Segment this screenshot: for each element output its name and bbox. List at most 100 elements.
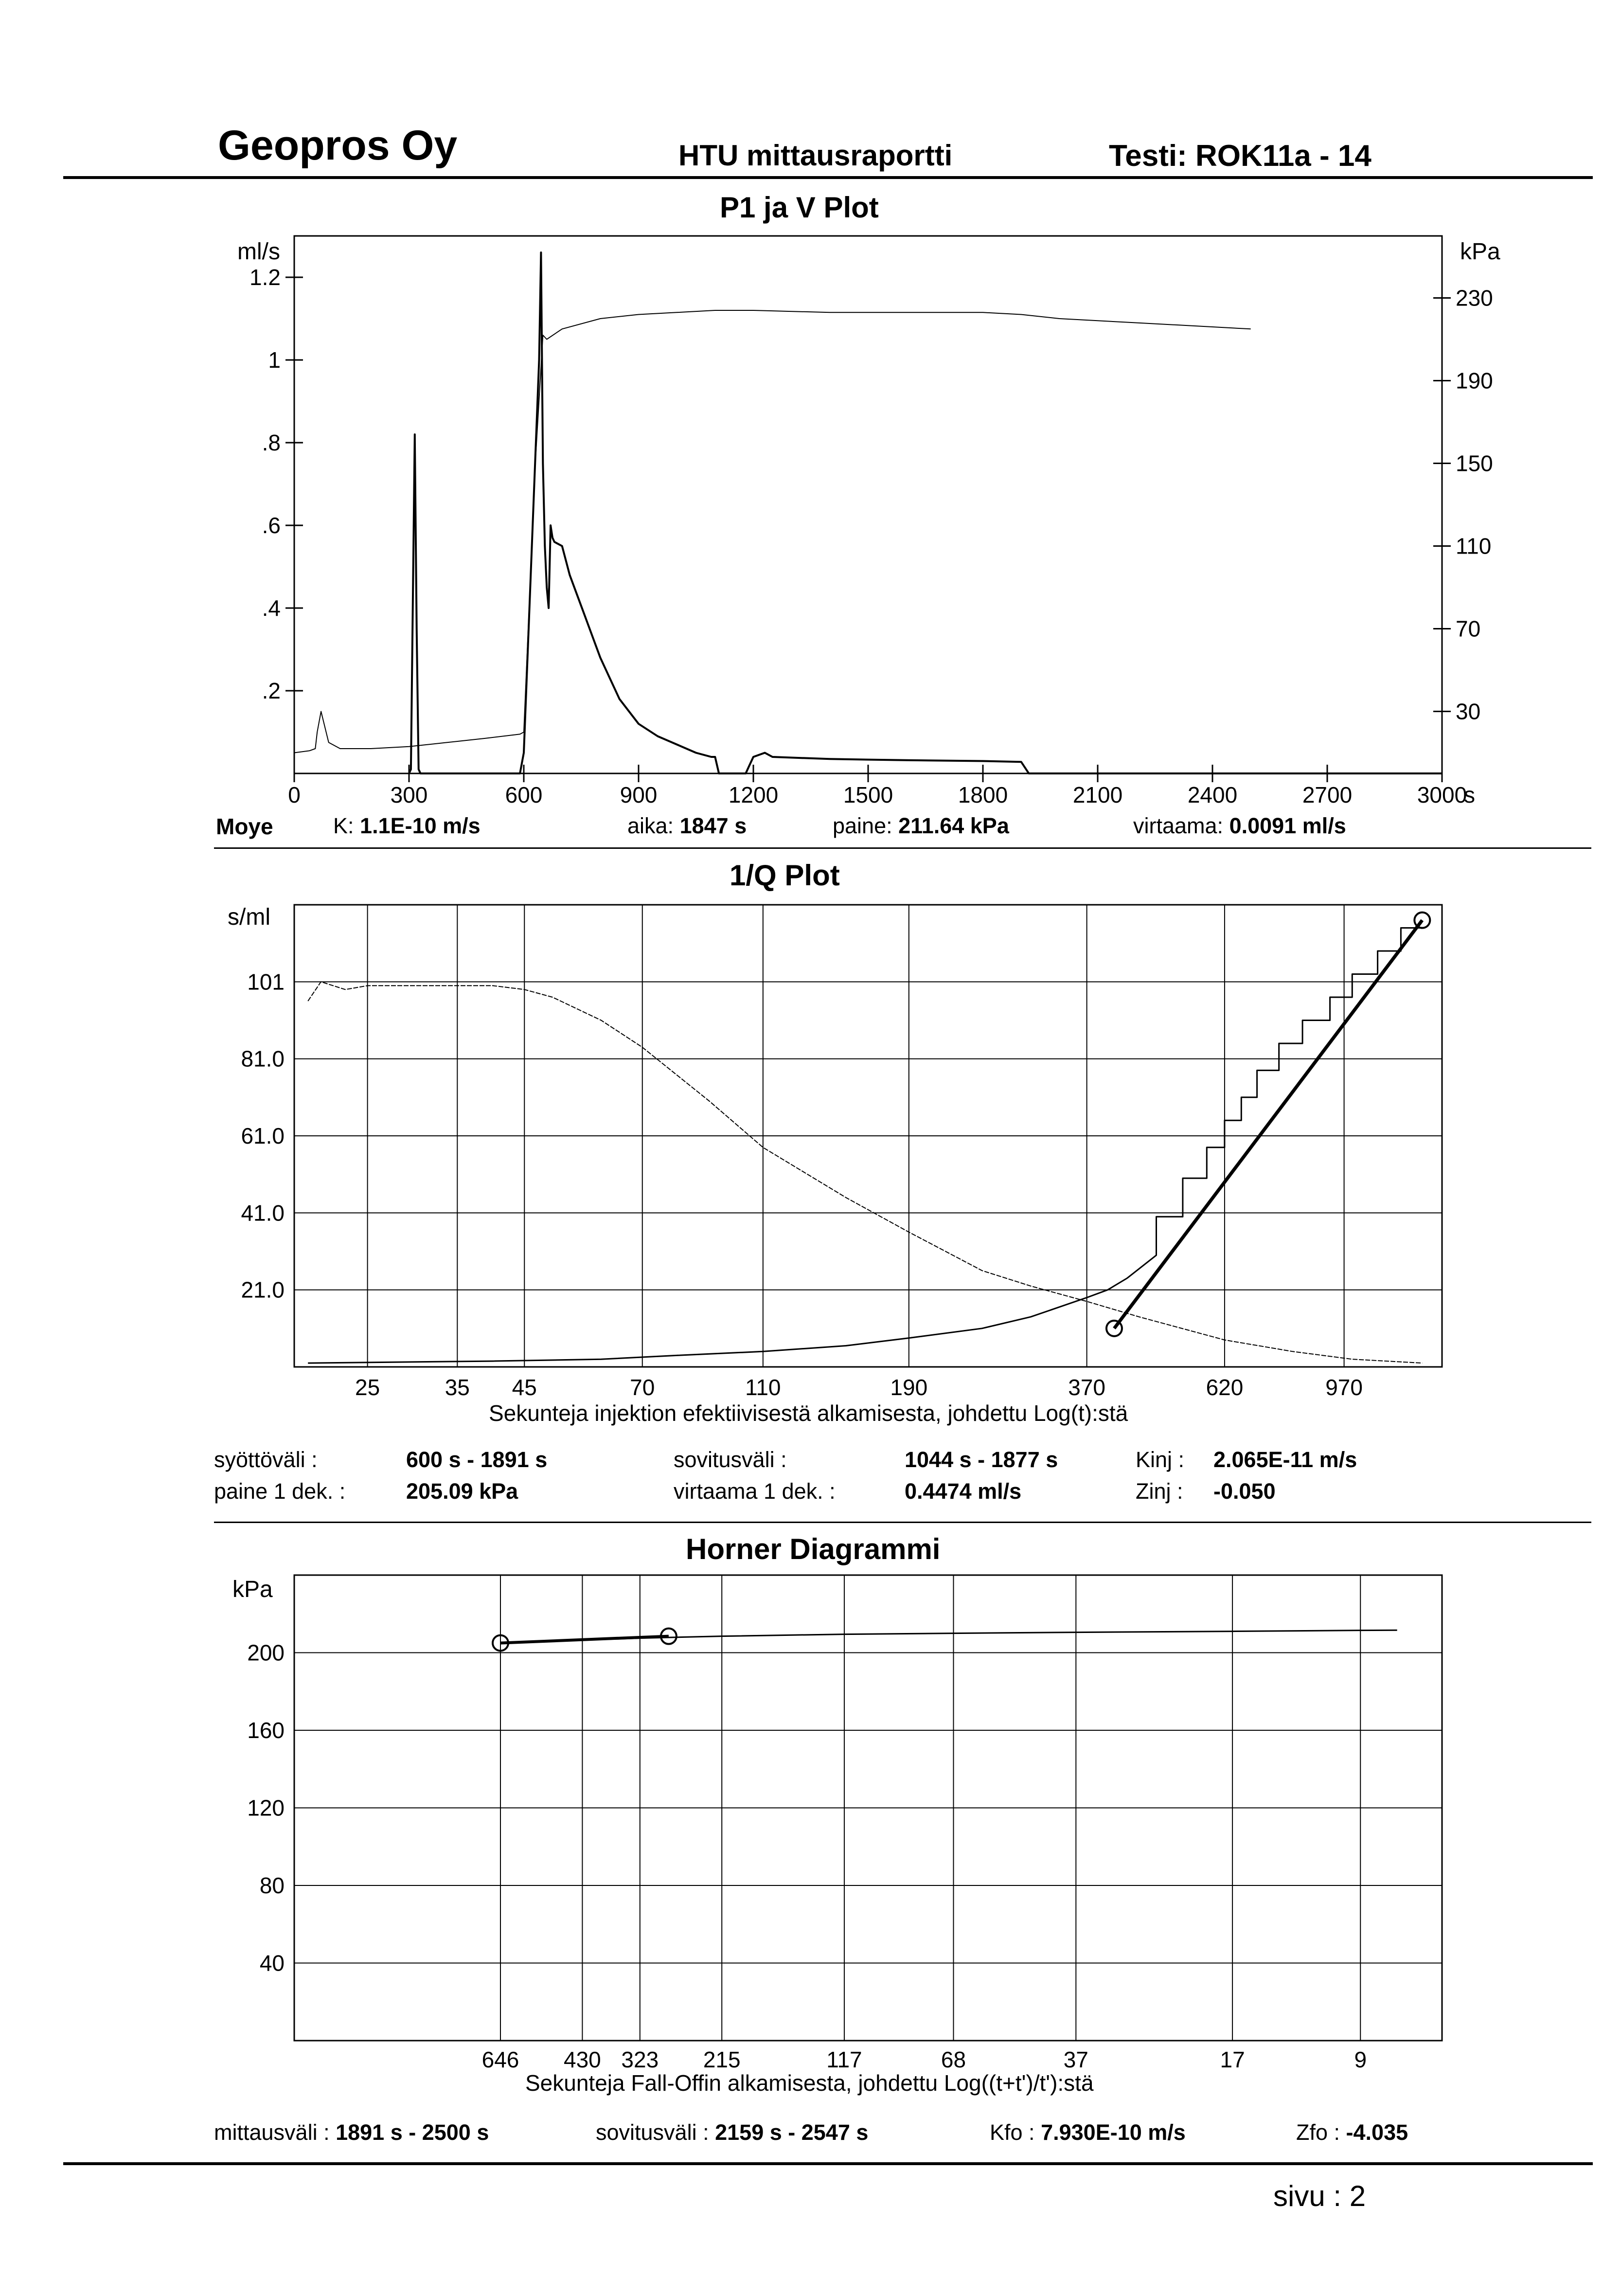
plot2-info-label-0: syöttöväli :	[214, 1447, 318, 1472]
plot3-xlabel: Sekunteja Fall-Offin alkamisesta, johdet…	[525, 2070, 1094, 2096]
plot2-dashed-series	[307, 981, 1423, 1364]
plot1-xtick-label: 600	[505, 782, 543, 807]
plot1-ytick-label: .2	[262, 678, 281, 703]
plot2-xtick-label: 25	[355, 1375, 380, 1400]
plot2-xlabel: Sekunteja injektion efektiivisestä alkam…	[489, 1400, 1128, 1426]
company-name: Geopros Oy	[218, 122, 458, 169]
report-title: HTU mittausraportti	[678, 139, 953, 172]
plot3-xtick-label: 17	[1220, 2047, 1245, 2072]
plot2-info-value-5: -0.050	[1213, 1479, 1276, 1504]
plot2-info-value-1: 1044 s - 1877 s	[905, 1447, 1058, 1472]
plot1-y2label: kPa	[1460, 239, 1500, 265]
plot1-y2tick-label: 70	[1456, 616, 1480, 642]
plot1-xtick-label: 1500	[843, 782, 893, 807]
plot3-info-sovitusvali: sovitusväli : 2159 s - 2547 s	[596, 2120, 869, 2145]
plot2-xtick-label: 370	[1068, 1375, 1105, 1400]
plot2-ytick-label: 101	[247, 969, 285, 994]
plot1-ytick-label: 1	[268, 347, 281, 373]
plot3-ytick-label: 120	[247, 1795, 285, 1821]
test-id: Testi: ROK11a - 14	[1109, 139, 1371, 173]
plot1-xtick-label: 3000	[1417, 782, 1467, 807]
plot1-xtick-label: 1800	[958, 782, 1008, 807]
plot3-ytick-label: 40	[260, 1951, 285, 1976]
plot1-xtick-label: 2700	[1302, 782, 1352, 807]
plot2-rule	[214, 1522, 1591, 1523]
plot3-xtick-label: 430	[564, 2047, 601, 2072]
plot1-xtick-label: 2400	[1188, 782, 1237, 807]
plot1-xtick-label: 900	[620, 782, 658, 807]
plot1-flow-line	[408, 251, 1442, 774]
plot2-info-label-5: Zinj :	[1136, 1479, 1183, 1504]
plot1-y2tick-label: 150	[1456, 451, 1493, 476]
plot2-xtick-label: 70	[630, 1375, 655, 1400]
plot3-fit-marker	[491, 1634, 509, 1652]
plot3-xtick-label: 68	[941, 2047, 966, 2072]
plot1-ytick-label: 1.2	[249, 265, 281, 290]
plot2-step-series	[1126, 927, 1423, 1279]
plot2-info-label-4: virtaama 1 dek. :	[674, 1479, 836, 1504]
plot1-ytick-label: .4	[262, 595, 281, 621]
plot1-info-aika: aika: 1847 s	[627, 813, 747, 838]
plot1-frame	[293, 235, 1443, 774]
plot2-info-value-0: 600 s - 1891 s	[406, 1447, 548, 1472]
plot1-ylabel: ml/s	[237, 239, 280, 265]
plot3-fit-line	[500, 1634, 669, 1645]
plot2-xtick-label: 620	[1206, 1375, 1244, 1400]
plot2-fit-marker	[1413, 911, 1431, 929]
plot1-xtick-label: 1200	[729, 782, 778, 807]
plot1-info-paine: paine: 211.64 kPa	[833, 813, 1009, 838]
plot1-rule	[214, 847, 1591, 849]
plot2-xtick-label: 190	[890, 1375, 927, 1400]
plot3-info-mittausvali: mittausväli : 1891 s - 2500 s	[214, 2120, 489, 2145]
plot2-info-value-4: 0.4474 ml/s	[905, 1479, 1022, 1504]
plot3-xtick-label: 215	[703, 2047, 741, 2072]
plot3-xtick-label: 9	[1354, 2047, 1367, 2072]
plot2-info-value-3: 205.09 kPa	[406, 1479, 518, 1504]
plot2-info-label-2: Kinj :	[1136, 1447, 1185, 1472]
plot3-ylabel: kPa	[232, 1577, 273, 1602]
plot1-xtick-label: 2100	[1073, 782, 1122, 807]
plot1-caption: Moye	[216, 814, 273, 839]
plot1-xtick-label: 300	[391, 782, 428, 807]
plot3-title: Horner Diagrammi	[686, 1533, 941, 1565]
plot2-xtick-label: 35	[445, 1375, 470, 1400]
plot1-y2tick-label: 190	[1456, 368, 1493, 394]
plot1-ytick-label: .8	[262, 430, 281, 455]
plot1-y2tick-label: 110	[1456, 534, 1491, 559]
plot3-xtick-label: 117	[826, 2047, 862, 2072]
plot3-fit-marker	[659, 1627, 677, 1645]
plot2-xtick-label: 970	[1325, 1375, 1363, 1400]
plot2-curve-series	[308, 1277, 1127, 1364]
plot1-ytick-label: .6	[262, 513, 281, 538]
plot3-xtick-label: 37	[1064, 2047, 1088, 2072]
plot1-pressure-line	[294, 310, 1251, 753]
plot1-y2tick-label: 230	[1456, 286, 1493, 311]
plot1-xtick-label: 0	[288, 782, 301, 807]
plot3-xtick-label: 323	[621, 2047, 659, 2072]
plot2-ytick-label: 61.0	[241, 1123, 285, 1148]
plot1-info-virtaama: virtaama: 0.0091 ml/s	[1133, 813, 1346, 838]
plot2-info-label-3: paine 1 dek. :	[214, 1479, 346, 1504]
plot2-fit-line	[1113, 919, 1424, 1329]
plot3-xtick-label: 646	[482, 2047, 519, 2072]
plot1-title: P1 ja V Plot	[720, 191, 879, 224]
plot1-y2tick-label: 30	[1456, 699, 1480, 724]
plot2-xtick-label: 110	[745, 1375, 781, 1400]
plot3-info-zfo: Zfo : -4.035	[1296, 2120, 1408, 2145]
plot2-ytick-label: 21.0	[241, 1277, 285, 1303]
plot1-xunit: s	[1464, 782, 1475, 807]
plot2-ytick-label: 81.0	[241, 1046, 285, 1072]
plot3-ytick-label: 160	[247, 1718, 285, 1743]
plot2-info-label-1: sovitusväli :	[674, 1447, 787, 1472]
plot2-ylabel: s/ml	[228, 904, 270, 930]
plot3-info-kfo: Kfo : 7.930E-10 m/s	[990, 2120, 1186, 2145]
page-number: sivu : 2	[1273, 2180, 1366, 2212]
plot2-ytick-label: 41.0	[241, 1200, 285, 1225]
plot1-info-k: K: 1.1E-10 m/s	[333, 813, 481, 838]
plot2-xtick-label: 45	[512, 1375, 537, 1400]
footer-rule	[63, 2162, 1593, 2165]
plot2-info-value-2: 2.065E-11 m/s	[1213, 1447, 1357, 1472]
plot3-ytick-label: 200	[247, 1640, 285, 1666]
plot3-ytick-label: 80	[260, 1873, 285, 1898]
